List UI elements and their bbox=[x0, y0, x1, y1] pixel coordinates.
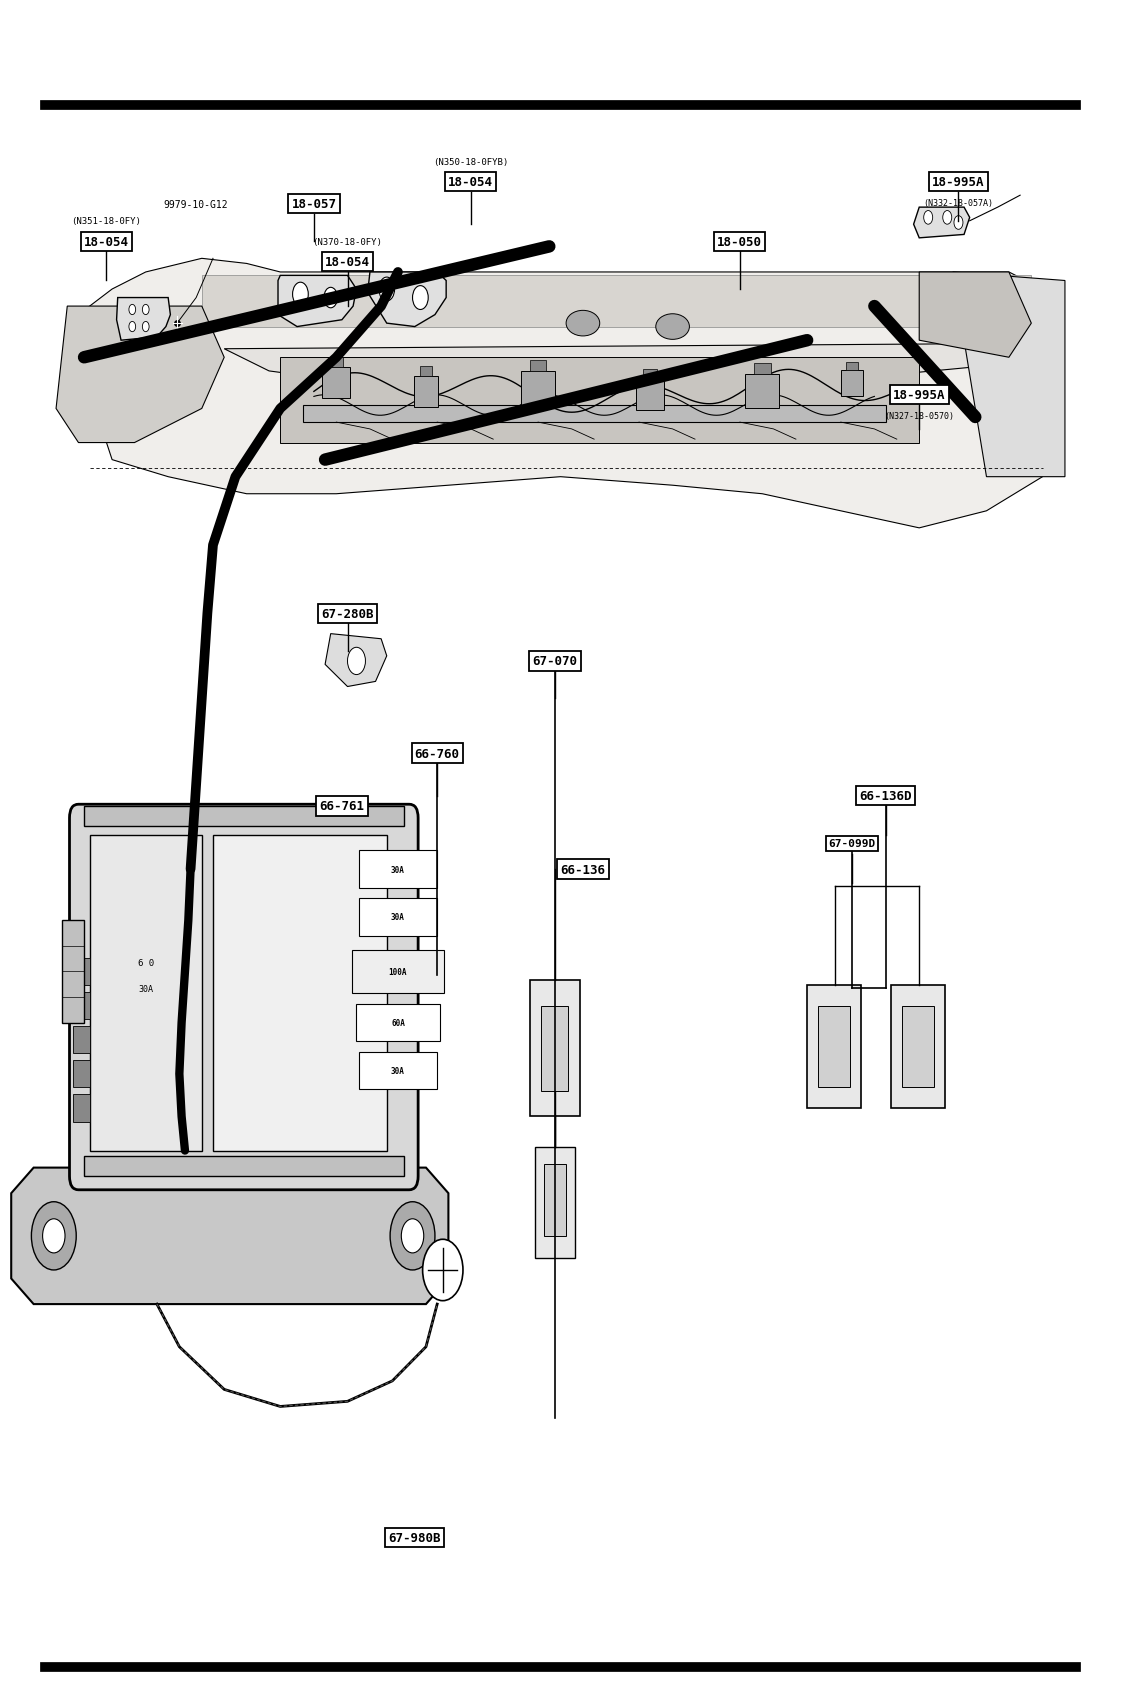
Circle shape bbox=[348, 648, 365, 675]
Text: (N351-18-0FY): (N351-18-0FY) bbox=[72, 217, 141, 227]
Text: 18-995A: 18-995A bbox=[893, 389, 945, 402]
Bar bbox=[73, 992, 90, 1020]
Bar bbox=[891, 985, 945, 1108]
Text: 66-760: 66-760 bbox=[415, 747, 460, 760]
Bar bbox=[330, 358, 343, 368]
Bar bbox=[352, 950, 444, 992]
Text: 30A: 30A bbox=[391, 912, 405, 922]
Text: 18-054: 18-054 bbox=[448, 176, 493, 189]
Bar bbox=[359, 851, 437, 888]
Text: (N370-18-0FY): (N370-18-0FY) bbox=[313, 237, 382, 247]
Bar bbox=[841, 370, 863, 396]
Text: 66-136D: 66-136D bbox=[860, 789, 911, 803]
Polygon shape bbox=[224, 344, 998, 384]
Circle shape bbox=[31, 1202, 76, 1270]
Bar bbox=[807, 985, 861, 1108]
Text: 18-995A: 18-995A bbox=[933, 176, 984, 189]
Bar bbox=[818, 1006, 850, 1088]
Bar bbox=[84, 806, 404, 827]
Circle shape bbox=[293, 283, 308, 307]
Bar bbox=[73, 1026, 90, 1054]
Bar bbox=[535, 1147, 575, 1258]
Circle shape bbox=[390, 1202, 435, 1270]
Polygon shape bbox=[953, 273, 1065, 477]
Text: 6 0: 6 0 bbox=[138, 958, 154, 968]
Bar bbox=[414, 377, 438, 407]
Bar bbox=[73, 1095, 90, 1122]
Text: 9979-10-G12: 9979-10-G12 bbox=[164, 199, 229, 210]
Text: (N332-18-057A): (N332-18-057A) bbox=[924, 198, 993, 208]
Text: 30A: 30A bbox=[391, 864, 405, 875]
Bar bbox=[846, 363, 858, 372]
Bar bbox=[637, 380, 664, 411]
Polygon shape bbox=[11, 1168, 448, 1304]
Polygon shape bbox=[368, 273, 446, 327]
Circle shape bbox=[413, 286, 428, 310]
Text: 60A: 60A bbox=[391, 1018, 405, 1028]
Bar bbox=[541, 1006, 568, 1091]
Text: 66-761: 66-761 bbox=[319, 800, 364, 813]
Circle shape bbox=[142, 322, 149, 332]
Text: (N350-18-0FYB): (N350-18-0FYB) bbox=[433, 157, 509, 167]
Text: (N327-18-0570): (N327-18-0570) bbox=[884, 411, 954, 421]
Circle shape bbox=[423, 1240, 463, 1301]
Bar bbox=[419, 367, 433, 377]
Text: 67-280B: 67-280B bbox=[322, 607, 373, 621]
Bar bbox=[303, 406, 886, 423]
Circle shape bbox=[129, 322, 136, 332]
Circle shape bbox=[379, 278, 395, 302]
Text: 30A: 30A bbox=[391, 1066, 405, 1076]
Bar bbox=[359, 899, 437, 936]
Text: 67-099D: 67-099D bbox=[828, 839, 876, 849]
Circle shape bbox=[324, 288, 337, 309]
Text: 18-054: 18-054 bbox=[325, 256, 370, 269]
Polygon shape bbox=[914, 208, 970, 239]
Bar bbox=[323, 368, 350, 399]
Bar bbox=[84, 1156, 404, 1176]
Text: 18-057: 18-057 bbox=[291, 198, 336, 211]
Bar bbox=[62, 921, 84, 1023]
Bar bbox=[754, 363, 771, 375]
Text: 67-070: 67-070 bbox=[532, 655, 577, 668]
Text: 67-980B: 67-980B bbox=[389, 1531, 441, 1545]
Polygon shape bbox=[325, 634, 387, 687]
Polygon shape bbox=[919, 273, 1031, 358]
Polygon shape bbox=[202, 276, 1031, 327]
Bar bbox=[90, 835, 202, 1151]
Bar bbox=[521, 372, 555, 406]
Circle shape bbox=[954, 217, 963, 230]
Bar bbox=[530, 980, 580, 1117]
Bar bbox=[213, 835, 387, 1151]
Polygon shape bbox=[280, 358, 919, 443]
Bar bbox=[745, 375, 779, 409]
Text: 18-054: 18-054 bbox=[84, 235, 129, 249]
Text: 18-050: 18-050 bbox=[717, 235, 762, 249]
Bar bbox=[73, 958, 90, 985]
Bar bbox=[643, 370, 657, 380]
Ellipse shape bbox=[566, 310, 600, 338]
Bar bbox=[544, 1165, 566, 1236]
Bar bbox=[902, 1006, 934, 1088]
Circle shape bbox=[401, 1219, 424, 1253]
Text: 66-136: 66-136 bbox=[560, 863, 605, 876]
Polygon shape bbox=[56, 307, 224, 443]
Bar bbox=[359, 1052, 437, 1089]
Polygon shape bbox=[278, 276, 356, 327]
Text: 30A: 30A bbox=[138, 984, 154, 994]
Text: 100A: 100A bbox=[389, 967, 407, 977]
FancyBboxPatch shape bbox=[70, 805, 418, 1190]
Polygon shape bbox=[67, 259, 1043, 529]
Circle shape bbox=[129, 305, 136, 315]
Bar bbox=[530, 360, 547, 372]
Polygon shape bbox=[117, 298, 170, 341]
Circle shape bbox=[142, 305, 149, 315]
Circle shape bbox=[943, 211, 952, 225]
Ellipse shape bbox=[656, 314, 689, 341]
Circle shape bbox=[43, 1219, 65, 1253]
Bar bbox=[356, 1004, 441, 1042]
Circle shape bbox=[924, 211, 933, 225]
Bar bbox=[73, 1061, 90, 1088]
